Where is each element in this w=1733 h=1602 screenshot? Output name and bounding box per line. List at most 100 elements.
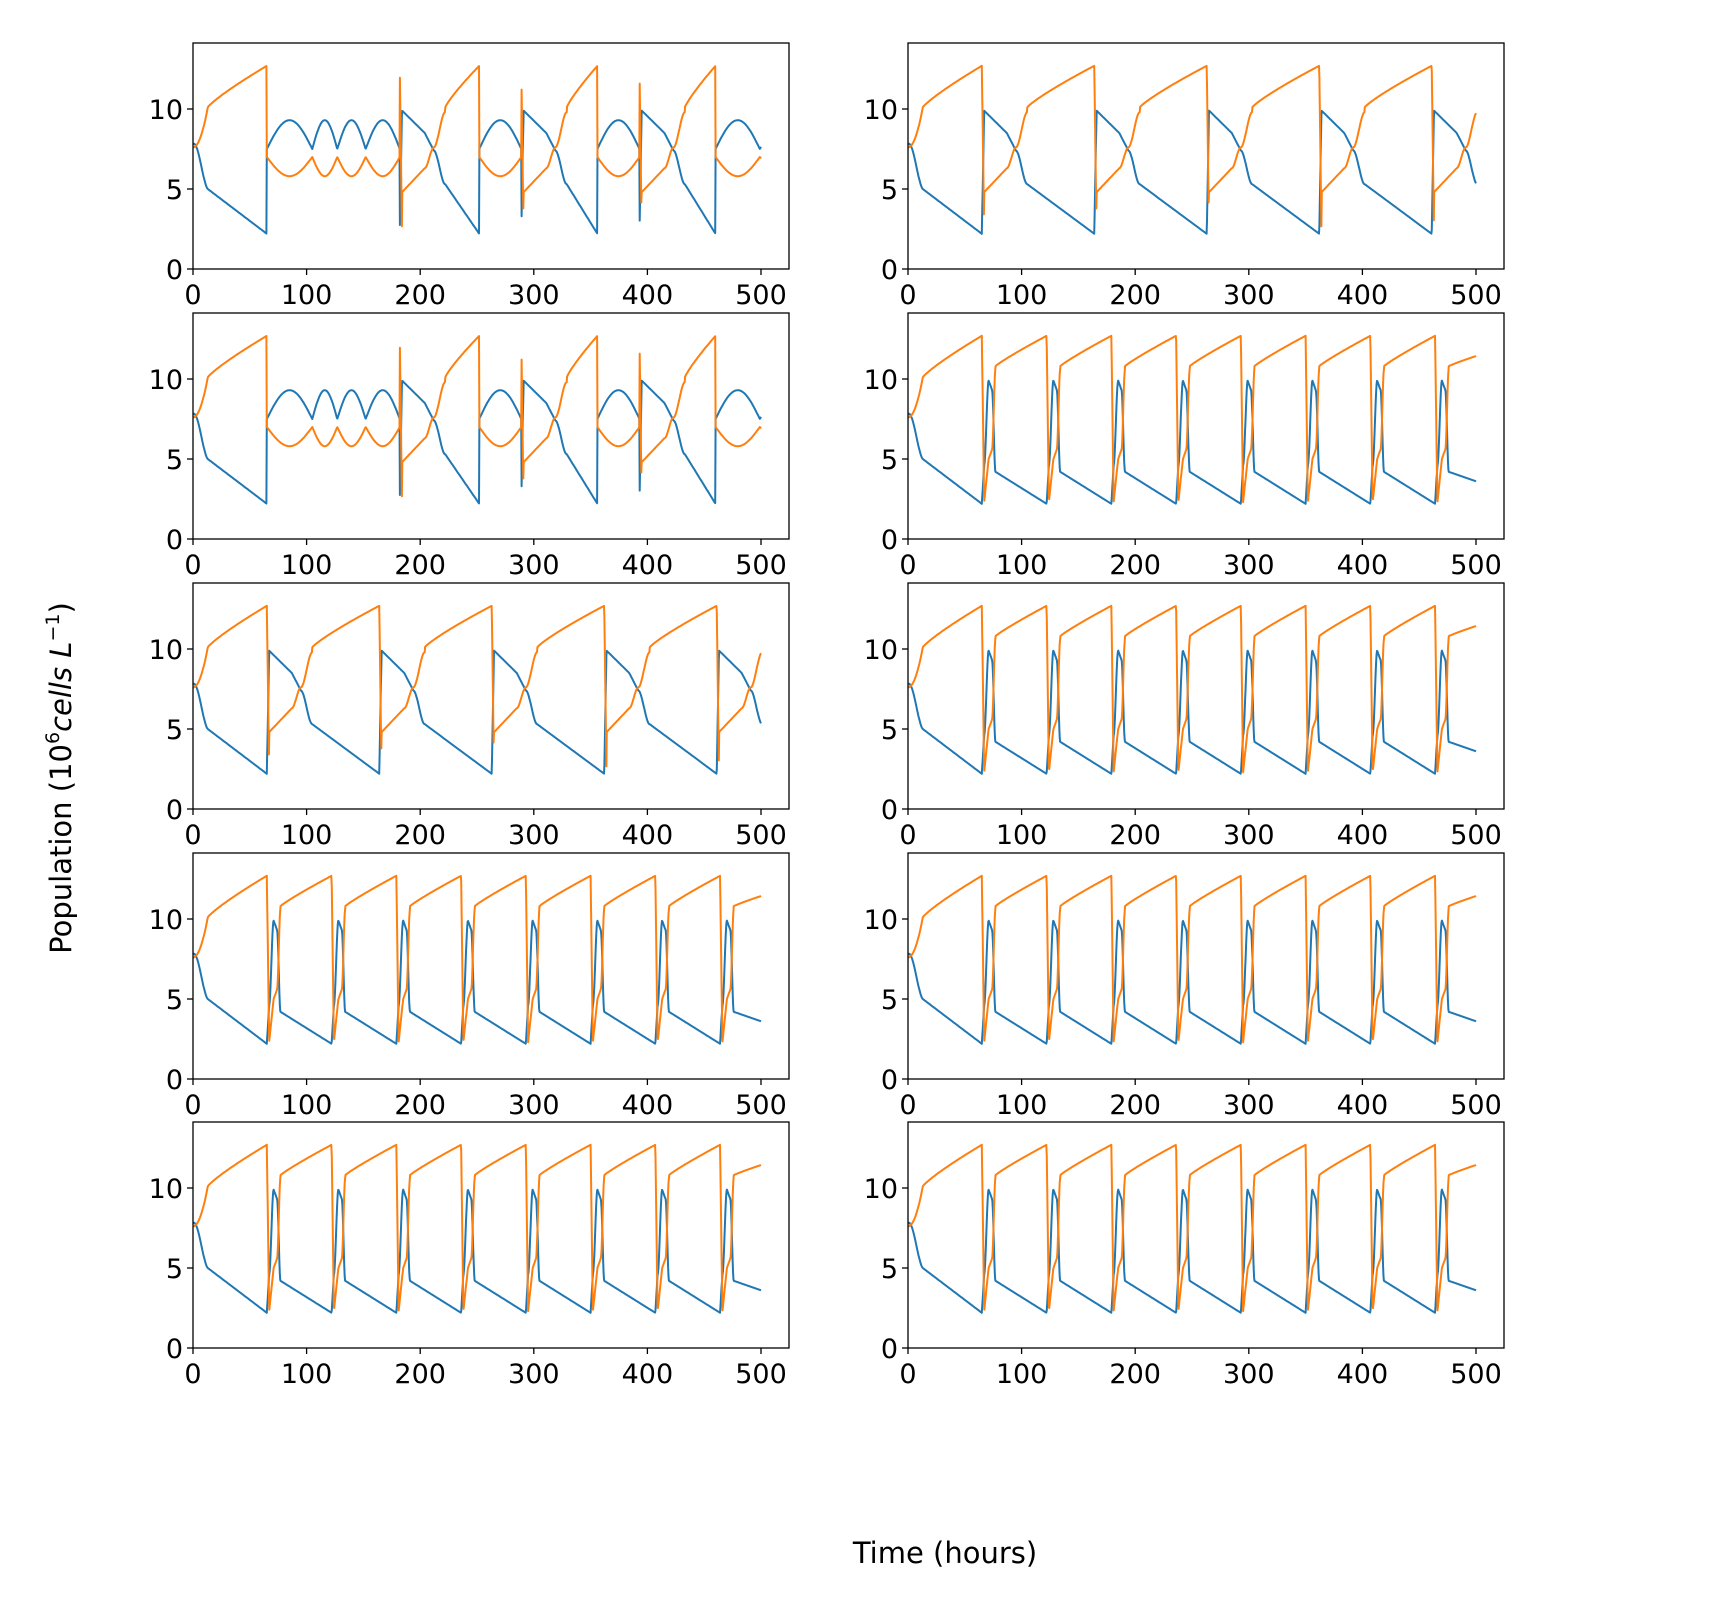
- x-tick-label: 200: [1109, 550, 1161, 581]
- axes-frame: [907, 312, 1505, 540]
- x-tick-label: 300: [1223, 280, 1275, 311]
- x-tick-label: 200: [1109, 1090, 1161, 1121]
- y-tick-label: 5: [881, 445, 898, 476]
- x-tick-label: 500: [1450, 1359, 1502, 1390]
- y-tick-label: 10: [149, 365, 183, 396]
- x-tick-label: 0: [899, 550, 916, 581]
- x-tick-label: 400: [1337, 550, 1389, 581]
- x-tick-label: 400: [622, 550, 674, 581]
- x-tick-label: 100: [281, 820, 333, 851]
- series-line-series_b: [907, 604, 1477, 774]
- y-tick-label: 10: [864, 905, 898, 936]
- x-tick-label: 400: [1337, 280, 1389, 311]
- panel-row3-left: 0 100 200 300 400 500 0 5 10: [149, 582, 790, 851]
- x-tick-label: 0: [899, 1090, 916, 1121]
- x-tick-label: 300: [508, 1359, 560, 1390]
- x-tick-label: 500: [735, 820, 787, 851]
- x-tick-label: 500: [1450, 550, 1502, 581]
- y-tick-label: 10: [864, 365, 898, 396]
- y-tick-label: 5: [166, 445, 183, 476]
- x-tick-label: 200: [394, 1359, 446, 1390]
- x-tick-label: 0: [184, 1090, 201, 1121]
- axes-frame: [192, 312, 790, 540]
- x-tick-label: 100: [996, 820, 1048, 851]
- x-tick-label: 100: [996, 280, 1048, 311]
- y-tick-label: 5: [881, 715, 898, 746]
- series-line-series_a: [907, 919, 1477, 1045]
- x-tick-label: 0: [899, 1359, 916, 1390]
- panel-row5-right: 0 100 200 300 400 500 0 5 10: [864, 1121, 1505, 1390]
- series-line-series_b: [192, 604, 762, 768]
- series-line-series_a: [907, 649, 1477, 775]
- x-tick-label: 200: [1109, 1359, 1161, 1390]
- y-tick-label: 5: [166, 985, 183, 1016]
- y-tick-label: 5: [166, 175, 183, 206]
- x-tick-label: 300: [508, 1090, 560, 1121]
- x-tick-label: 500: [735, 280, 787, 311]
- x-tick-label: 100: [996, 550, 1048, 581]
- y-tick-label: 5: [881, 175, 898, 206]
- x-tick-label: 0: [184, 1359, 201, 1390]
- panel-row4-right: 0 100 200 300 400 500 0 5 10: [864, 852, 1505, 1121]
- y-tick-label: 10: [149, 905, 183, 936]
- y-tick-label: 0: [881, 1065, 898, 1096]
- y-tick-label: 0: [166, 1065, 183, 1096]
- x-tick-label: 400: [622, 280, 674, 311]
- axes-frame: [192, 42, 790, 270]
- axes-frame: [192, 1121, 790, 1349]
- series-line-series_a: [192, 1188, 762, 1314]
- series-line-series_b: [907, 334, 1477, 504]
- y-tick-label: 10: [864, 1174, 898, 1205]
- series-line-series_a: [192, 649, 762, 775]
- series-line-series_b: [192, 335, 762, 498]
- x-tick-label: 500: [1450, 280, 1502, 311]
- y-tick-label: 0: [881, 1334, 898, 1365]
- series-line-series_a: [907, 109, 1477, 235]
- x-tick-label: 500: [1450, 1090, 1502, 1121]
- panel-row1-right: 0 100 200 300 400 500 0 5 10: [864, 42, 1505, 311]
- y-tick-label: 10: [149, 1174, 183, 1205]
- x-tick-label: 500: [735, 550, 787, 581]
- axes-frame: [907, 582, 1505, 810]
- axes-frame: [192, 852, 790, 1080]
- x-tick-label: 100: [281, 1359, 333, 1390]
- panel-row2-left: 0 100 200 300 400 500 0 5 10: [149, 312, 790, 581]
- series-line-series_b: [192, 65, 762, 228]
- axes-frame: [192, 582, 790, 810]
- y-tick-label: 5: [881, 985, 898, 1016]
- series-line-series_b: [907, 64, 1477, 228]
- x-tick-label: 400: [1337, 1359, 1389, 1390]
- x-tick-label: 0: [184, 280, 201, 311]
- x-tick-label: 200: [394, 280, 446, 311]
- y-tick-label: 0: [881, 255, 898, 286]
- panel-row5-left: 0 100 200 300 400 500 0 5 10: [149, 1121, 790, 1390]
- x-tick-label: 200: [394, 550, 446, 581]
- series-line-series_a: [907, 379, 1477, 505]
- series-line-series_a: [907, 1188, 1477, 1314]
- x-tick-label: 500: [735, 1090, 787, 1121]
- axes-frame: [907, 42, 1505, 270]
- x-tick-label: 300: [508, 280, 560, 311]
- x-tick-label: 100: [996, 1090, 1048, 1121]
- x-tick-label: 0: [184, 550, 201, 581]
- series-line-series_b: [192, 1143, 762, 1313]
- y-tick-label: 10: [864, 635, 898, 666]
- x-tick-label: 500: [1450, 820, 1502, 851]
- series-line-series_a: [192, 109, 762, 235]
- y-axis-label-prefix: Population (10: [44, 744, 78, 954]
- x-tick-label: 0: [184, 820, 201, 851]
- y-axis-label-exp2: −1: [42, 614, 64, 642]
- panel-row1-left: 0 100 200 300 400 500 0 5 10: [149, 42, 790, 311]
- x-tick-label: 0: [899, 820, 916, 851]
- y-tick-label: 5: [166, 715, 183, 746]
- y-tick-label: 5: [166, 1254, 183, 1285]
- panel-row3-right: 0 100 200 300 400 500 0 5 10: [864, 582, 1505, 851]
- x-tick-label: 300: [1223, 550, 1275, 581]
- x-tick-label: 300: [1223, 820, 1275, 851]
- x-tick-label: 100: [281, 280, 333, 311]
- x-tick-label: 400: [1337, 820, 1389, 851]
- x-tick-label: 400: [1337, 1090, 1389, 1121]
- y-tick-label: 0: [166, 1334, 183, 1365]
